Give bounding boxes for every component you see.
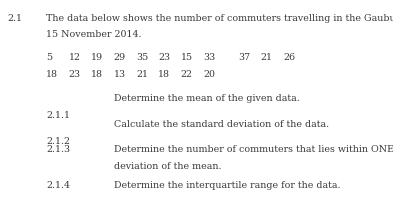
Text: 2.1.2: 2.1.2 xyxy=(46,137,70,146)
Text: Determine the mean of the given data.: Determine the mean of the given data. xyxy=(114,94,300,103)
Text: 18: 18 xyxy=(91,70,103,79)
Text: 2.1.4: 2.1.4 xyxy=(46,181,70,190)
Text: 29: 29 xyxy=(114,53,126,62)
Text: Determine the number of commuters that lies within ONE standard: Determine the number of commuters that l… xyxy=(114,145,393,155)
Text: 15 November 2014.: 15 November 2014. xyxy=(46,30,142,39)
Text: 2.1.3: 2.1.3 xyxy=(46,145,70,155)
Text: 37: 37 xyxy=(238,53,250,62)
Text: 23: 23 xyxy=(158,53,171,62)
Text: 2.1: 2.1 xyxy=(7,14,22,24)
Text: Determine the interquartile range for the data.: Determine the interquartile range for th… xyxy=(114,181,340,190)
Text: 22: 22 xyxy=(181,70,193,79)
Text: 18: 18 xyxy=(46,70,59,79)
Text: 5: 5 xyxy=(46,53,53,62)
Text: 20: 20 xyxy=(203,70,215,79)
Text: 21: 21 xyxy=(261,53,273,62)
Text: 23: 23 xyxy=(69,70,81,79)
Text: 33: 33 xyxy=(203,53,215,62)
Text: 19: 19 xyxy=(91,53,103,62)
Text: 12: 12 xyxy=(69,53,81,62)
Text: 21: 21 xyxy=(136,70,148,79)
Text: Calculate the standard deviation of the data.: Calculate the standard deviation of the … xyxy=(114,120,329,129)
Text: 35: 35 xyxy=(136,53,148,62)
Text: 13: 13 xyxy=(114,70,126,79)
Text: 2.1.1: 2.1.1 xyxy=(46,111,70,120)
Text: deviation of the mean.: deviation of the mean. xyxy=(114,162,222,171)
Text: 26: 26 xyxy=(283,53,296,62)
Text: 15: 15 xyxy=(181,53,193,62)
Text: The data below shows the number of commuters travelling in the Gaubus on Saturda: The data below shows the number of commu… xyxy=(46,14,393,24)
Text: 18: 18 xyxy=(158,70,171,79)
